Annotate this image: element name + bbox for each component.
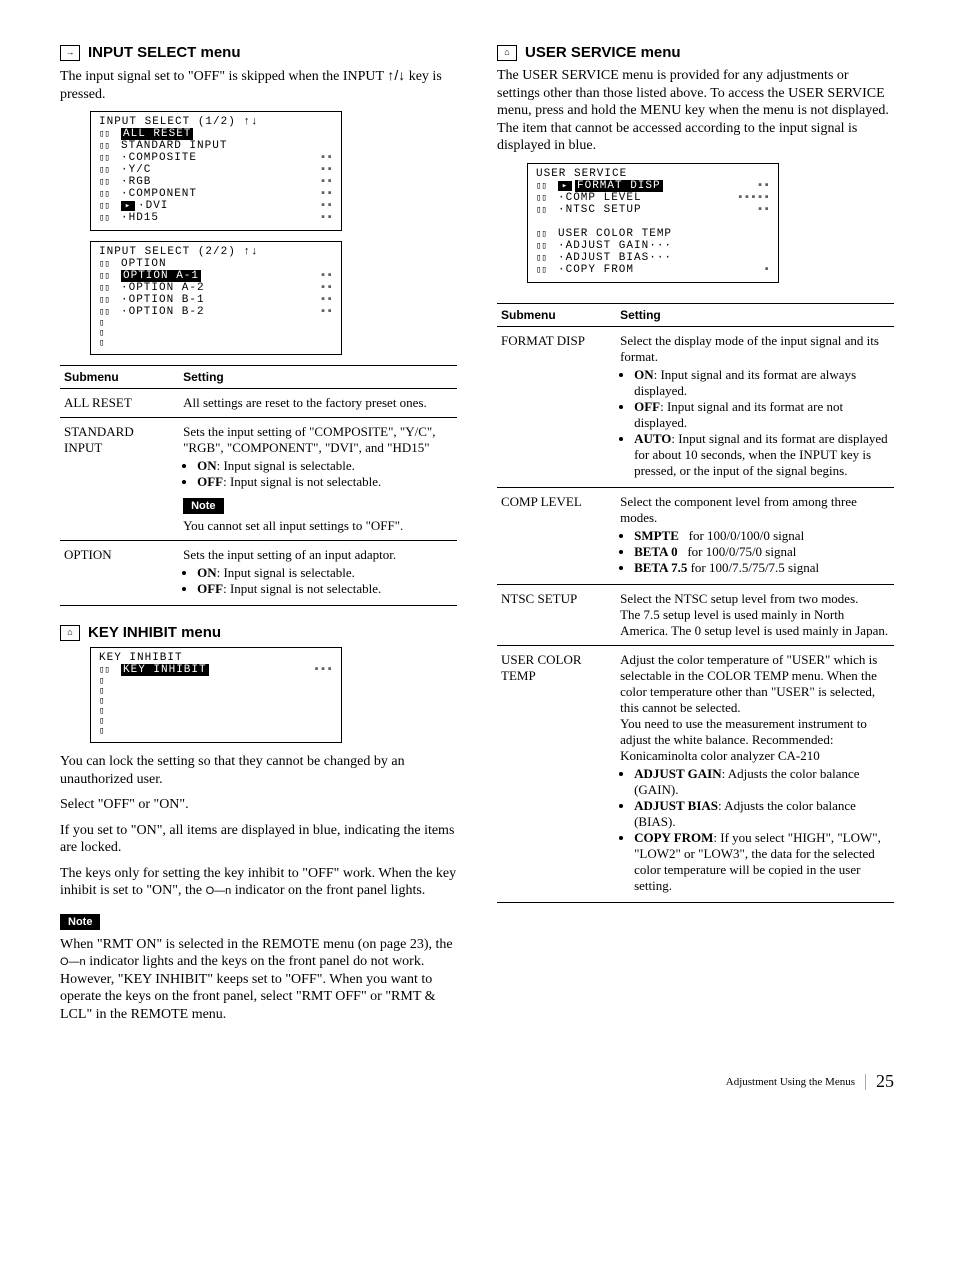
table-header: Setting <box>616 303 894 326</box>
osd-input-select-2: INPUT SELECT (2/2) ↑↓ ▯▯OPTION▯▯OPTION A… <box>90 241 342 355</box>
osd-user-service: USER SERVICE ▯▯▸FORMAT DISP▪▪▯▯·COMP LEV… <box>527 163 779 283</box>
user-service-icon: ⌂ <box>497 45 517 61</box>
table-row: STANDARD INPUTSets the input setting of … <box>60 418 457 541</box>
osd-row: ▯▯·Y/C▪▪ <box>99 164 333 176</box>
user-service-table: Submenu Setting FORMAT DISPSelect the di… <box>497 303 894 903</box>
osd-row: ▯▯USER COLOR TEMP <box>536 228 770 240</box>
table-row: OPTIONSets the input setting of an input… <box>60 541 457 606</box>
user-service-heading: ⌂ USER SERVICE menu <box>497 44 894 61</box>
table-row: USER COLOR TEMPAdjust the color temperat… <box>497 645 894 902</box>
key-inhibit-p2: Select "OFF" or "ON". <box>60 796 457 814</box>
osd-row: ▯▯·COMPONENT▪▪ <box>99 188 333 200</box>
table-header: Setting <box>179 366 457 389</box>
osd1-title: INPUT SELECT (1/2) ↑↓ <box>91 112 341 128</box>
table-header: Submenu <box>497 303 616 326</box>
osd-row: ▯▯·HD15▪▪ <box>99 212 333 224</box>
osd-row: ▯▯OPTION A-1▪▪ <box>99 270 333 282</box>
key-inhibit-p4: The keys only for setting the key inhibi… <box>60 865 457 900</box>
key-inhibit-title: KEY INHIBIT menu <box>88 624 221 641</box>
osd-row: ▯▯STANDARD INPUT <box>99 140 333 152</box>
osd-row: ▯▯·OPTION B-2▪▪ <box>99 306 333 318</box>
osd-input-select-1: INPUT SELECT (1/2) ↑↓ ▯▯ALL RESET▯▯STAND… <box>90 111 342 231</box>
input-select-title: INPUT SELECT menu <box>88 44 241 61</box>
table-row: NTSC SETUPSelect the NTSC setup level fr… <box>497 584 894 645</box>
osd-row: ▯▯·COMPOSITE▪▪ <box>99 152 333 164</box>
osd-row: ▯▯·OPTION A-2▪▪ <box>99 282 333 294</box>
osd-row: ▯▯OPTION <box>99 258 333 270</box>
osd-row: ▯▯·ADJUST BIAS··· <box>536 252 770 264</box>
note-badge: Note <box>60 914 100 930</box>
osd-row: ▯▯·NTSC SETUP▪▪ <box>536 204 770 216</box>
key-inhibit-icon: ⌂ <box>60 625 80 641</box>
osd-row: ▯▯·COPY FROM▪ <box>536 264 770 276</box>
table-row: FORMAT DISPSelect the display mode of th… <box>497 326 894 487</box>
page-number: 25 <box>876 1071 894 1092</box>
key-inhibit-p3: If you set to "ON", all items are displa… <box>60 822 457 857</box>
table-row: COMP LEVELSelect the component level fro… <box>497 487 894 584</box>
osd-ki-title: KEY INHIBIT <box>91 648 341 664</box>
osd-row: ▯▯·ADJUST GAIN··· <box>536 240 770 252</box>
key-inhibit-p1: You can lock the setting so that they ca… <box>60 753 457 788</box>
page-footer: Adjustment Using the Menus 25 <box>60 1071 894 1092</box>
user-service-title: USER SERVICE menu <box>525 44 681 61</box>
osd-key-inhibit: KEY INHIBIT ▯▯KEY INHIBIT▪▪▪▯▯▯▯▯▯ <box>90 647 342 743</box>
footer-label: Adjustment Using the Menus <box>726 1076 855 1088</box>
osd-us-title: USER SERVICE <box>528 164 778 180</box>
input-select-heading: → INPUT SELECT menu <box>60 44 457 61</box>
input-select-intro: The input signal set to "OFF" is skipped… <box>60 67 457 103</box>
osd-row: ▯▯▸FORMAT DISP▪▪ <box>536 180 770 192</box>
osd-row: ▯▯ALL RESET <box>99 128 333 140</box>
osd2-title: INPUT SELECT (2/2) ↑↓ <box>91 242 341 258</box>
input-select-icon: → <box>60 45 80 61</box>
user-service-intro: The USER SERVICE menu is provided for an… <box>497 67 894 155</box>
osd-row: ▯▯KEY INHIBIT▪▪▪ <box>99 664 333 676</box>
osd-row: ▯▯▸·DVI▪▪ <box>99 200 333 212</box>
osd-row <box>536 216 770 228</box>
input-select-table: Submenu Setting ALL RESETAll settings ar… <box>60 365 457 606</box>
table-header: Submenu <box>60 366 179 389</box>
osd-row: ▯▯·RGB▪▪ <box>99 176 333 188</box>
osd-row: ▯▯·COMP LEVEL▪▪▪▪▪ <box>536 192 770 204</box>
key-inhibit-heading: ⌂ KEY INHIBIT menu <box>60 624 457 641</box>
key-inhibit-note: When "RMT ON" is selected in the REMOTE … <box>60 936 457 1024</box>
table-row: ALL RESETAll settings are reset to the f… <box>60 389 457 418</box>
osd-row: ▯▯·OPTION B-1▪▪ <box>99 294 333 306</box>
